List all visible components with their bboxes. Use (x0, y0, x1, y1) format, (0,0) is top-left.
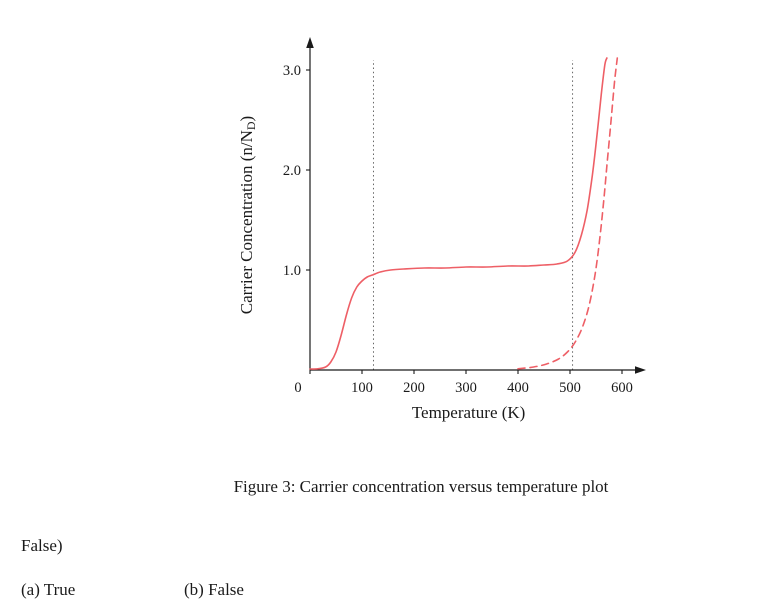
total-carrier-concentration-curve (309, 57, 608, 370)
figure-caption: Figure 3: Carrier concentration versus t… (233, 477, 609, 496)
y-tick-label: 1.0 (283, 263, 301, 279)
y-axis-label: Carrier Concentration (n/ND) (237, 116, 258, 314)
x-tick-label: 200 (403, 380, 425, 396)
y-tick-label: 3.0 (283, 63, 301, 79)
y-tick-label: 2.0 (283, 163, 301, 179)
carrier-concentration-plot: 0 100 200 300 400 500 600 1.0 2.0 3.0 Temperature … (237, 37, 646, 422)
x-tick-label: 0 (294, 380, 301, 396)
question-fragment: False) (21, 536, 63, 555)
intrinsic-carrier-concentration-curve (517, 57, 619, 370)
x-axis-arrow (635, 366, 646, 374)
x-tick-label: 400 (507, 380, 529, 396)
answer-option-a: (a) True (21, 580, 76, 599)
x-tick-label: 500 (559, 380, 581, 396)
x-axis-label: Temperature (K) (412, 403, 525, 422)
y-axis-arrow (306, 37, 314, 48)
x-tick-label: 100 (351, 380, 373, 396)
x-tick-label: 300 (455, 380, 477, 396)
x-tick-label: 600 (611, 380, 633, 396)
answer-option-b: (b) False (184, 580, 244, 599)
